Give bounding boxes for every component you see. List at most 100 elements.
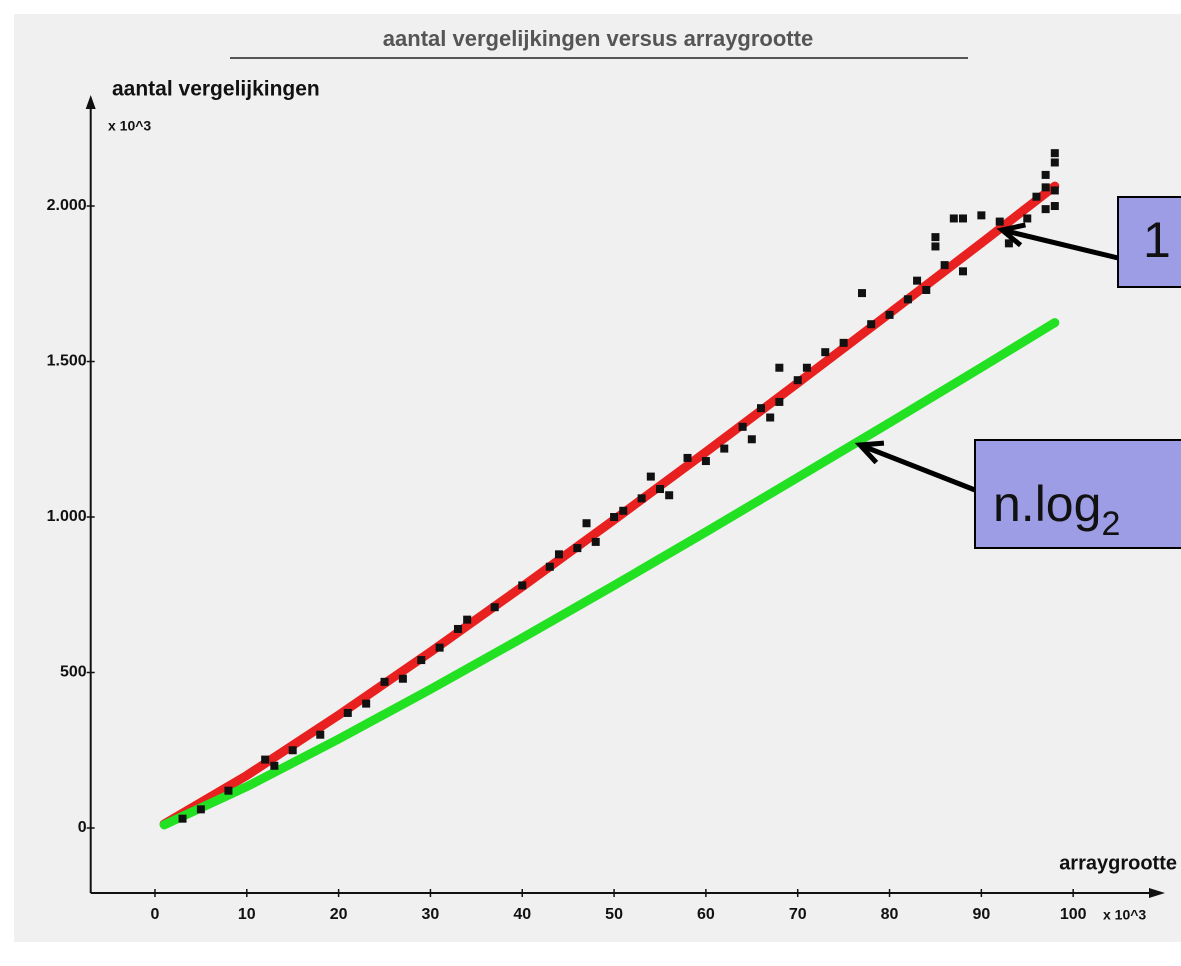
y-axis-unit: x 10^3 — [108, 118, 151, 134]
annotation: 1 — [1143, 212, 1171, 268]
point — [775, 363, 784, 372]
point — [196, 805, 205, 814]
annotation-subscript: 2 — [1101, 505, 1120, 543]
point — [1050, 202, 1059, 211]
annotation-box — [1117, 196, 1181, 288]
point — [316, 730, 325, 739]
x-axis-arrow — [1149, 888, 1165, 898]
y-tick-label: 0 — [78, 819, 87, 836]
point — [665, 491, 674, 500]
chart-title: aantal vergelijkingen versus arraygroott… — [383, 26, 813, 51]
point — [417, 656, 426, 665]
point — [1050, 149, 1059, 158]
x-tick-label: 10 — [238, 906, 256, 923]
y-tick-label: 2.000 — [47, 197, 87, 214]
point — [775, 397, 784, 406]
point — [619, 506, 628, 515]
point — [913, 276, 922, 285]
arrow — [1001, 227, 1119, 261]
point — [793, 376, 802, 385]
point — [958, 214, 967, 223]
annotation-box — [974, 439, 1181, 549]
point — [518, 581, 527, 590]
point — [738, 422, 747, 431]
point — [1032, 192, 1041, 201]
point — [821, 348, 830, 357]
line — [159, 318, 1060, 830]
point — [453, 624, 462, 633]
point — [931, 233, 940, 242]
point — [270, 761, 279, 770]
point — [802, 363, 811, 372]
point — [178, 814, 187, 823]
point — [655, 485, 664, 494]
point — [756, 404, 765, 413]
point — [1041, 170, 1050, 179]
point — [940, 261, 949, 270]
point — [398, 674, 407, 683]
point — [435, 643, 444, 652]
x-tick-label: 40 — [513, 906, 531, 923]
point — [1041, 183, 1050, 192]
point — [463, 615, 472, 624]
point — [931, 242, 940, 251]
x-tick-label: 80 — [881, 906, 899, 923]
point — [683, 453, 692, 462]
y-tick-label: 1.000 — [47, 508, 87, 525]
arrow-head — [854, 440, 885, 465]
point — [1004, 239, 1013, 248]
point — [591, 537, 600, 546]
point — [261, 755, 270, 764]
point — [554, 550, 563, 559]
annotation-text: n.log — [993, 476, 1101, 532]
x-tick-label: 60 — [697, 906, 715, 923]
x-tick-label: 90 — [972, 906, 990, 923]
point — [766, 413, 775, 422]
point — [610, 513, 619, 522]
point — [224, 786, 233, 795]
y-axis-arrow — [85, 95, 96, 109]
point — [701, 457, 710, 466]
point — [995, 217, 1004, 226]
point — [720, 444, 729, 453]
y-axis-label: aantal vergelijkingen — [112, 78, 320, 101]
point — [380, 677, 389, 686]
point — [857, 289, 866, 298]
point — [958, 267, 967, 276]
x-tick-label: 30 — [422, 906, 440, 923]
point — [977, 211, 986, 220]
y-tick-label: 500 — [60, 664, 87, 681]
point — [1050, 158, 1059, 167]
x-tick-label: 100 — [1060, 906, 1087, 923]
point — [288, 746, 297, 755]
point — [885, 310, 894, 319]
arrow — [859, 442, 976, 493]
point — [922, 285, 931, 294]
point — [903, 295, 912, 304]
point — [1023, 214, 1032, 223]
point — [362, 699, 371, 708]
annotation: n.log2 — [993, 476, 1120, 543]
point — [582, 519, 591, 528]
x-tick-label: 50 — [605, 906, 623, 923]
point — [573, 544, 582, 553]
point — [839, 338, 848, 347]
point — [490, 603, 499, 612]
x-tick-label: 20 — [330, 906, 348, 923]
point — [949, 214, 958, 223]
point — [637, 494, 646, 503]
point — [545, 562, 554, 571]
arrow-head — [996, 222, 1026, 248]
point — [343, 708, 352, 717]
point — [1041, 205, 1050, 214]
x-tick-label: 0 — [151, 906, 160, 923]
point — [867, 320, 876, 329]
y-tick-label: 1.500 — [47, 353, 87, 370]
point — [747, 435, 756, 444]
x-tick-label: 70 — [789, 906, 807, 923]
point — [646, 472, 655, 481]
x-axis-label: arraygrootte — [1059, 852, 1177, 874]
point — [1050, 186, 1059, 195]
